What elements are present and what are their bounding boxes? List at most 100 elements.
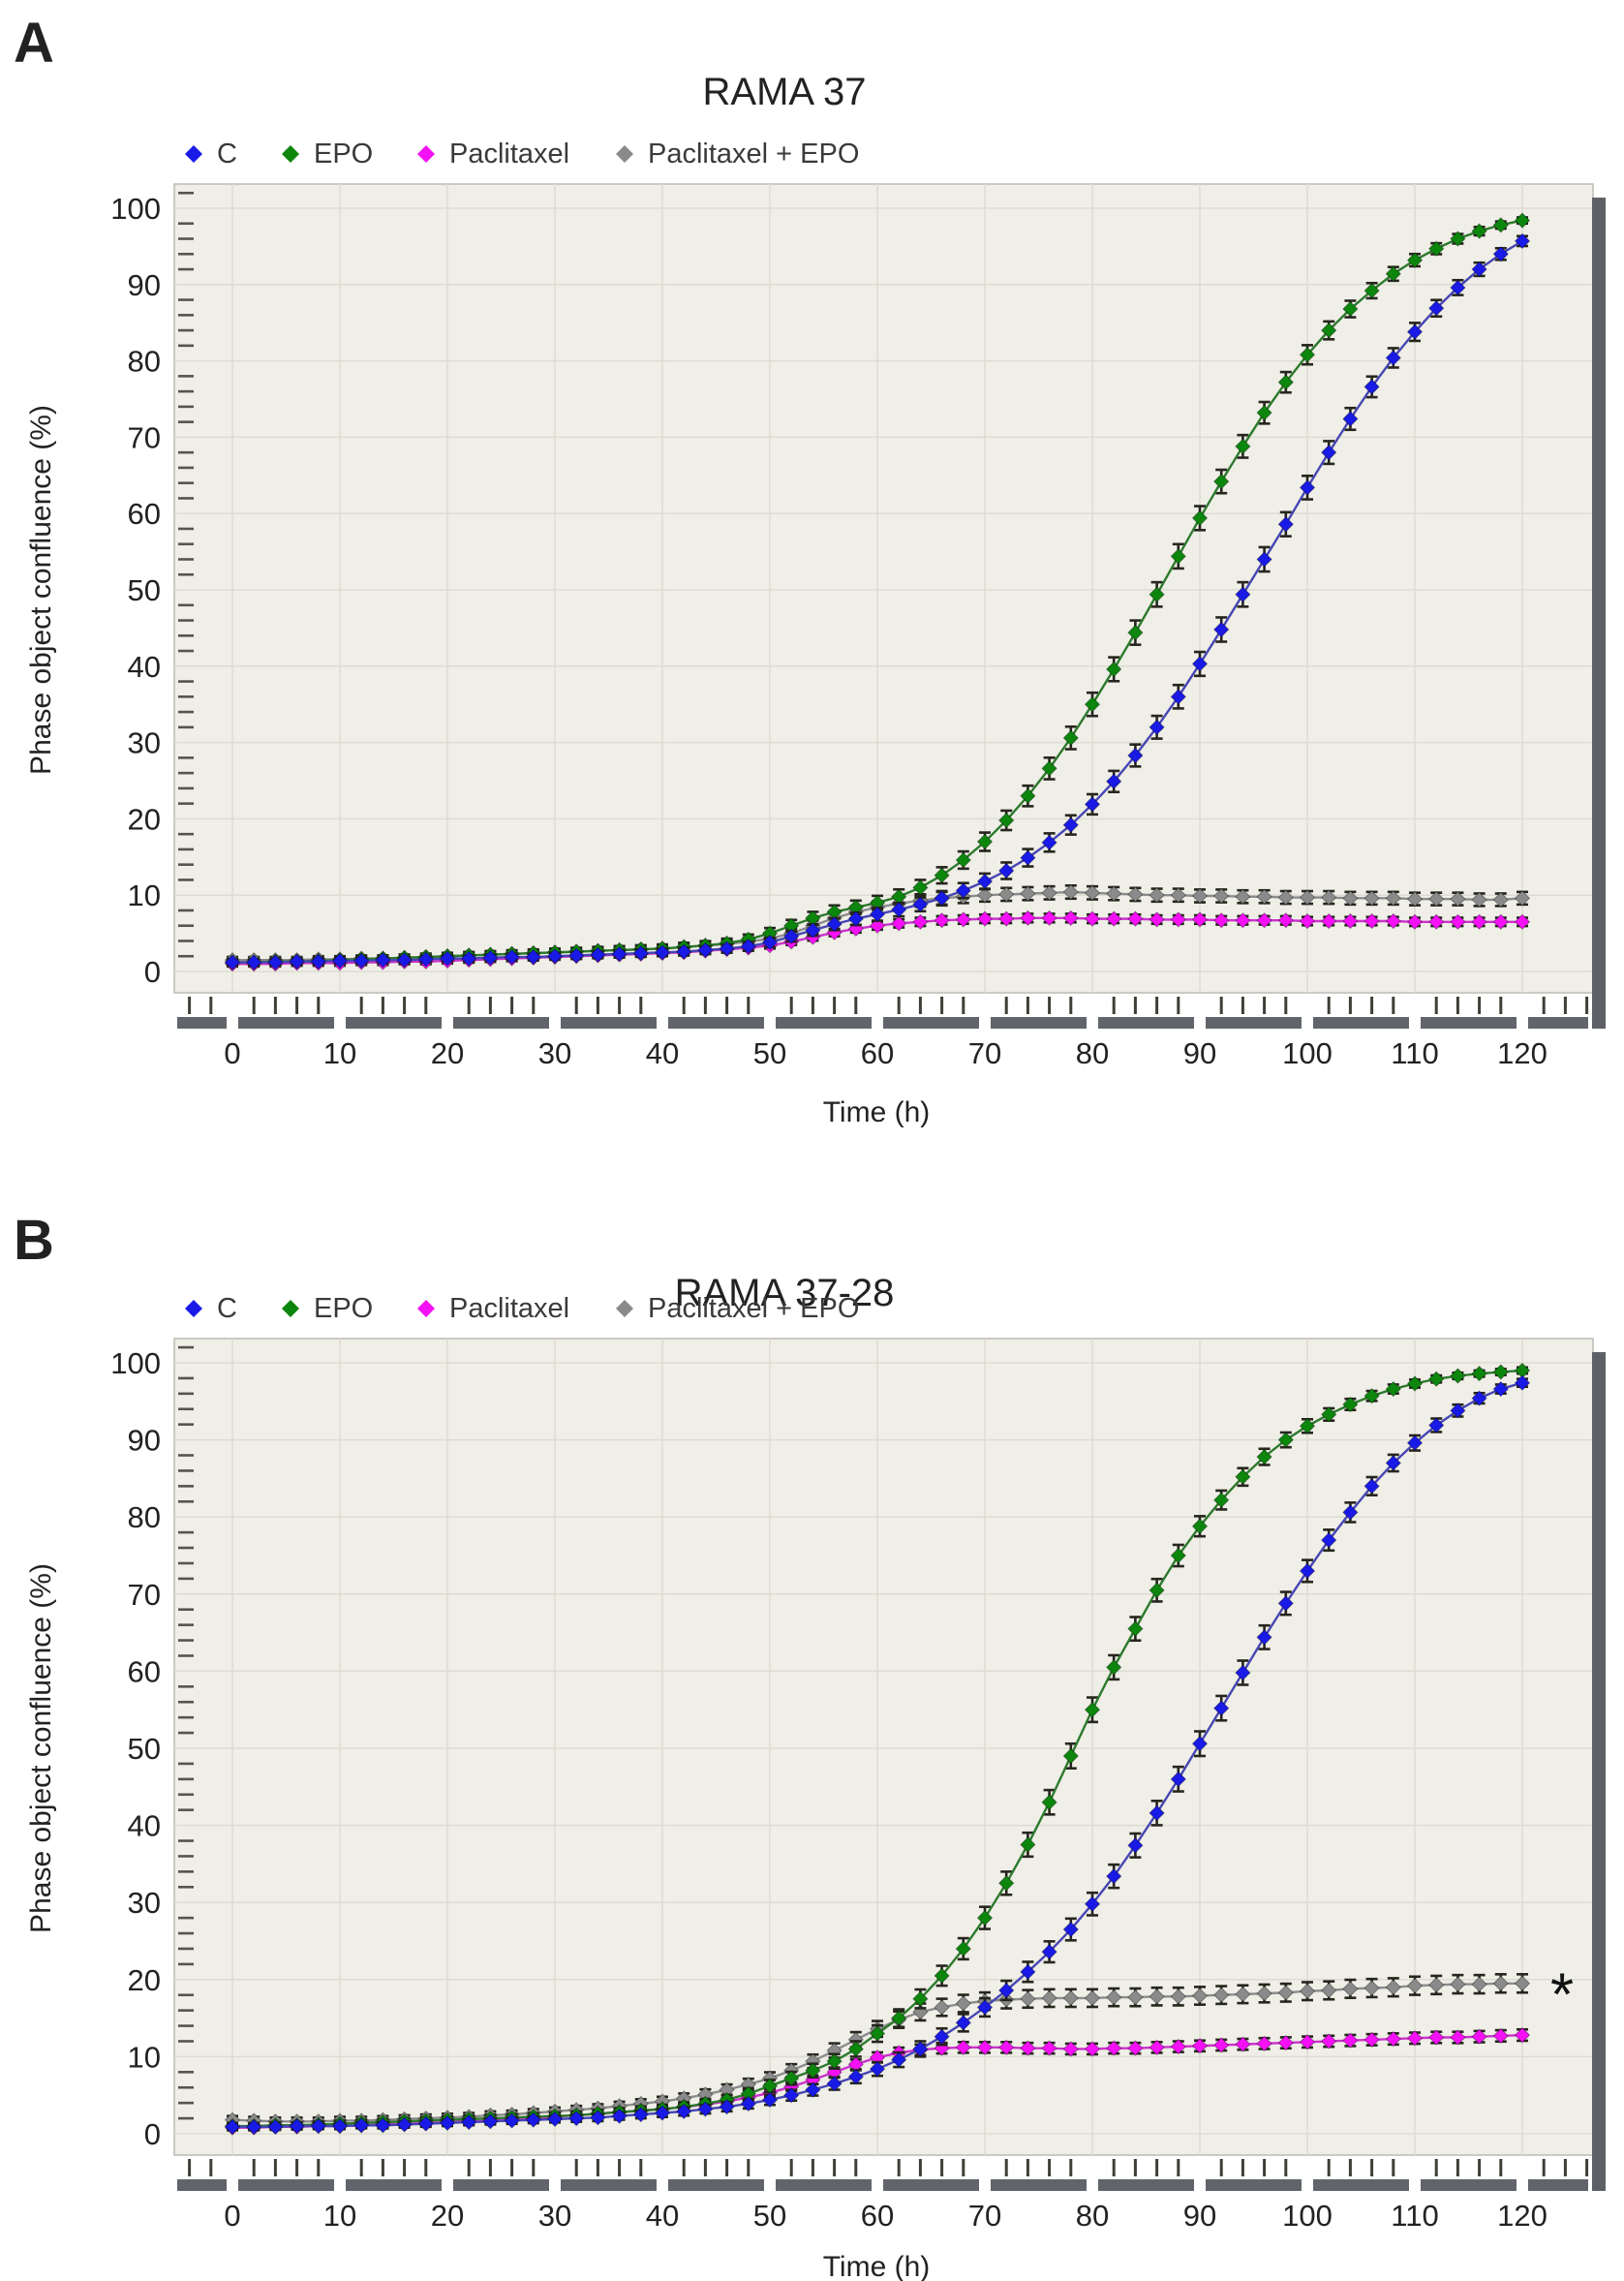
significance-asterisk: * [1550, 1962, 1574, 2029]
data-point-marker [1299, 1983, 1316, 1999]
data-point-marker [1256, 1985, 1272, 2002]
data-point-marker [654, 2105, 671, 2121]
data-point-marker [1062, 1747, 1080, 1765]
legend: C EPO Paclitaxel Paclitaxel + EPO [185, 139, 859, 170]
y-tick-label: 100 [110, 192, 161, 226]
data-point-marker [805, 922, 821, 939]
data-point-marker [1492, 2027, 1510, 2045]
data-point-marker [352, 2117, 370, 2134]
data-point-marker [331, 2117, 349, 2135]
data-point-marker [1170, 689, 1187, 705]
x-tick-label: 30 [538, 2199, 571, 2233]
data-point-marker [1450, 2029, 1466, 2046]
data-point-marker [1127, 1837, 1144, 1854]
legend-marker-paclitaxel [417, 1300, 435, 1317]
data-point-marker [1299, 347, 1316, 363]
data-point-marker [955, 882, 972, 899]
x-axis-bar [177, 1017, 1588, 1029]
y-tick-label: 70 [128, 420, 161, 454]
data-point-marker [1235, 2036, 1251, 2052]
data-point-marker [1406, 1977, 1424, 1994]
x-tick-label: 0 [224, 2199, 240, 2233]
x-axis-bar-segment [453, 2179, 549, 2191]
data-point-marker [1385, 2030, 1402, 2048]
data-point-marker [1256, 1448, 1272, 1465]
data-point-marker [997, 2039, 1015, 2056]
data-point-marker [826, 2076, 843, 2092]
data-point-marker [1256, 404, 1272, 421]
data-point-marker [890, 2051, 907, 2068]
data-point-marker [1256, 1629, 1272, 1646]
data-point-marker [1450, 890, 1466, 908]
data-point-marker [976, 1909, 994, 1927]
data-point-marker [1127, 910, 1144, 927]
data-point-marker [912, 2004, 929, 2020]
data-point-marker [1127, 886, 1144, 903]
x-axis-bar-segment [1421, 2179, 1517, 2191]
x-tick-label: 10 [323, 1036, 356, 1070]
data-point-marker [1062, 909, 1080, 927]
data-point-marker [1084, 1896, 1101, 1912]
data-point-marker [1514, 1374, 1531, 1391]
data-point-marker [1149, 1804, 1165, 1822]
data-point-marker [482, 2113, 499, 2130]
data-point-marker [1020, 1963, 1036, 1981]
x-axis-title: Time (h) [823, 2251, 931, 2281]
data-point-marker [976, 2039, 994, 2056]
y-tick-label: 80 [128, 345, 161, 379]
data-point-marker [934, 1999, 950, 2016]
x-tick-label: 50 [753, 1036, 786, 1070]
data-point-marker [1342, 912, 1359, 930]
chart-title: RAMA 37-28 [675, 1272, 895, 1314]
legend-label: EPO [314, 139, 373, 170]
legend-label: Paclitaxel + EPO [648, 139, 859, 170]
y-tick-label: 30 [128, 1886, 161, 1920]
legend-label: Paclitaxel + EPO [648, 1293, 859, 1324]
data-point-marker [1471, 913, 1487, 930]
data-point-marker [1450, 231, 1466, 247]
data-point-marker [1342, 1396, 1359, 1413]
x-tick-label: 60 [861, 1036, 894, 1070]
x-tick-label: 80 [1076, 1036, 1109, 1070]
x-tick-label: 120 [1497, 1036, 1547, 1070]
data-point-marker [1277, 2034, 1295, 2051]
data-point-marker [1084, 884, 1101, 902]
x-tick-label: 40 [646, 1036, 679, 1070]
data-point-marker [1235, 888, 1251, 905]
data-point-marker [955, 2039, 972, 2056]
data-point-marker [955, 1995, 972, 2012]
data-point-marker [1084, 695, 1101, 713]
data-point-marker [890, 2010, 907, 2026]
x-axis-bar-segment [668, 1017, 764, 1029]
data-point-marker [976, 910, 994, 927]
data-point-marker [590, 946, 606, 963]
data-point-marker [1127, 624, 1144, 641]
data-point-marker [567, 2110, 585, 2127]
data-point-marker [1406, 252, 1424, 268]
data-point-marker [1342, 1504, 1359, 1521]
panel-b-chart: 0 10 20 30 40 50 60 70 80 90 100 110 120 0 10 20 30 40 50 6… [14, 1209, 1606, 2281]
data-point-marker [1320, 322, 1337, 339]
x-tick-label: 100 [1282, 1036, 1333, 1070]
data-point-marker [719, 2098, 735, 2115]
data-point-marker [1235, 586, 1251, 602]
data-point-marker [396, 2116, 413, 2133]
y-tick-label: 10 [128, 2040, 161, 2074]
data-point-marker [289, 953, 305, 970]
data-point-marker [826, 915, 843, 933]
data-point-marker [1492, 1364, 1510, 1380]
data-point-marker [1127, 2040, 1144, 2056]
data-point-marker [1471, 1976, 1487, 1992]
data-point-marker [1364, 1478, 1380, 1495]
x-axis-bar-segment [1206, 1017, 1302, 1029]
data-point-marker [1191, 887, 1209, 905]
data-point-marker [1212, 2037, 1230, 2053]
legend-marker-paclitaxel-epo [616, 1300, 633, 1317]
data-point-marker [1385, 265, 1402, 282]
data-point-marker [719, 940, 735, 957]
data-point-marker [1320, 1406, 1337, 1423]
data-point-marker [1427, 2029, 1445, 2046]
x-tick-label: 110 [1391, 2199, 1438, 2233]
data-point-marker [1342, 890, 1359, 907]
legend-marker-c [185, 145, 202, 163]
